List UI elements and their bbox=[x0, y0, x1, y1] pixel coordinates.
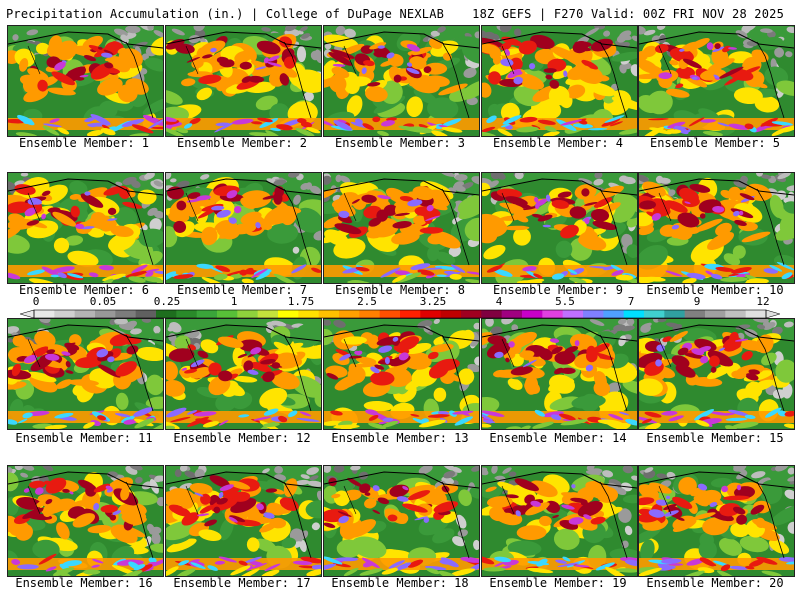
ensemble-member-map bbox=[323, 465, 480, 577]
ensemble-member-map bbox=[638, 465, 795, 577]
color-scale-swatch bbox=[176, 310, 198, 318]
color-scale-swatch bbox=[583, 310, 604, 318]
ensemble-member-map bbox=[7, 465, 164, 577]
ensemble-member-map bbox=[638, 172, 795, 284]
ensemble-member-map bbox=[165, 25, 322, 137]
ensemble-member-label: Ensemble Member: 17 bbox=[173, 576, 311, 590]
ensemble-member-label: Ensemble Member: 2 bbox=[176, 136, 308, 150]
color-scale-swatch bbox=[440, 310, 462, 318]
color-scale-swatch bbox=[298, 310, 320, 318]
ensemble-member-label: Ensemble Member: 10 bbox=[646, 283, 784, 297]
ensemble-member-label: Ensemble Member: 19 bbox=[489, 576, 627, 590]
ensemble-member-label: Ensemble Member: 15 bbox=[646, 431, 784, 445]
ensemble-member-map bbox=[638, 318, 795, 430]
color-scale-swatch bbox=[725, 310, 747, 318]
color-scale-swatch bbox=[257, 310, 279, 318]
color-scale-swatch bbox=[461, 310, 482, 318]
color-scale-swatch bbox=[420, 310, 442, 318]
color-scale-swatch bbox=[379, 310, 401, 318]
ensemble-member-label: Ensemble Member: 12 bbox=[173, 431, 311, 445]
model-run-info: 18Z GEFS | F270 Valid: 00Z FRI NOV 28 20… bbox=[472, 7, 784, 21]
color-scale-swatch bbox=[156, 310, 177, 318]
color-scale-swatch bbox=[745, 310, 767, 318]
color-scale-swatch bbox=[603, 310, 625, 318]
color-scale-tick-label: 0.05 bbox=[89, 295, 117, 308]
color-scale-swatch bbox=[562, 310, 584, 318]
color-scale-tick-label: 1.75 bbox=[287, 295, 315, 308]
precip-color-scale bbox=[20, 309, 780, 319]
color-scale-swatch bbox=[34, 310, 55, 318]
scale-left-arrow bbox=[20, 309, 35, 319]
color-scale-swatch bbox=[684, 310, 706, 318]
ensemble-member-map bbox=[638, 25, 795, 137]
ensemble-member-map bbox=[481, 172, 638, 284]
color-scale-swatch bbox=[237, 310, 259, 318]
color-scale-tick-label: 9 bbox=[693, 295, 701, 308]
color-scale-swatch bbox=[400, 310, 421, 318]
color-scale-swatch bbox=[481, 310, 503, 318]
color-scale-tick-label: 0.25 bbox=[153, 295, 181, 308]
ensemble-member-label: Ensemble Member: 20 bbox=[646, 576, 784, 590]
color-scale-tick-label: 7 bbox=[627, 295, 635, 308]
color-scale-tick-label: 12 bbox=[756, 295, 770, 308]
color-scale-swatch bbox=[318, 310, 340, 318]
scale-right-arrow bbox=[765, 309, 780, 319]
color-scale-swatch bbox=[522, 310, 543, 318]
ensemble-member-map bbox=[481, 465, 638, 577]
ensemble-member-map bbox=[165, 318, 322, 430]
ensemble-member-label: Ensemble Member: 5 bbox=[649, 136, 781, 150]
ensemble-member-map bbox=[323, 172, 480, 284]
color-scale-swatch bbox=[54, 310, 76, 318]
color-scale-swatch bbox=[339, 310, 360, 318]
ensemble-member-map bbox=[7, 172, 164, 284]
ensemble-member-map bbox=[323, 25, 480, 137]
color-scale-swatch bbox=[115, 310, 137, 318]
color-scale-swatch bbox=[705, 310, 726, 318]
ensemble-member-label: Ensemble Member: 4 bbox=[492, 136, 624, 150]
color-scale-tick-label: 0 bbox=[32, 295, 40, 308]
color-scale-tick-label: 1 bbox=[230, 295, 238, 308]
color-scale-swatch bbox=[196, 310, 218, 318]
ensemble-member-map bbox=[7, 318, 164, 430]
color-scale-swatch bbox=[95, 310, 116, 318]
chart-title: Precipitation Accumulation (in.) | Colle… bbox=[6, 7, 445, 21]
color-scale-tick-label: 2.5 bbox=[357, 295, 377, 308]
color-scale-swatch bbox=[501, 310, 523, 318]
color-scale-tick-label: 4 bbox=[495, 295, 503, 308]
color-scale-swatch bbox=[542, 310, 564, 318]
ensemble-member-label: Ensemble Member: 3 bbox=[334, 136, 466, 150]
ensemble-member-map bbox=[165, 465, 322, 577]
color-scale-swatch bbox=[623, 310, 645, 318]
color-scale-swatch bbox=[664, 310, 686, 318]
ensemble-member-label: Ensemble Member: 14 bbox=[489, 431, 627, 445]
color-scale-swatch bbox=[359, 310, 381, 318]
ensemble-member-label: Ensemble Member: 6 bbox=[18, 283, 150, 297]
ensemble-member-label: Ensemble Member: 16 bbox=[15, 576, 153, 590]
ensemble-member-map bbox=[7, 25, 164, 137]
ensemble-member-map bbox=[323, 318, 480, 430]
color-scale-swatch bbox=[74, 310, 96, 318]
ensemble-member-label: Ensemble Member: 7 bbox=[176, 283, 308, 297]
color-scale-swatch bbox=[217, 310, 238, 318]
ensemble-member-map bbox=[481, 318, 638, 430]
color-scale-swatch bbox=[278, 310, 299, 318]
ensemble-member-label: Ensemble Member: 13 bbox=[331, 431, 469, 445]
color-scale-tick-label: 3.25 bbox=[419, 295, 447, 308]
color-scale-tick-label: 5.5 bbox=[555, 295, 575, 308]
ensemble-member-label: Ensemble Member: 1 bbox=[18, 136, 150, 150]
ensemble-member-label: Ensemble Member: 9 bbox=[492, 283, 624, 297]
ensemble-member-map bbox=[165, 172, 322, 284]
ensemble-member-map bbox=[481, 25, 638, 137]
color-scale-swatch bbox=[135, 310, 157, 318]
color-scale-swatch bbox=[644, 310, 665, 318]
ensemble-member-label: Ensemble Member: 11 bbox=[15, 431, 153, 445]
ensemble-member-label: Ensemble Member: 8 bbox=[334, 283, 466, 297]
ensemble-member-label: Ensemble Member: 18 bbox=[331, 576, 469, 590]
